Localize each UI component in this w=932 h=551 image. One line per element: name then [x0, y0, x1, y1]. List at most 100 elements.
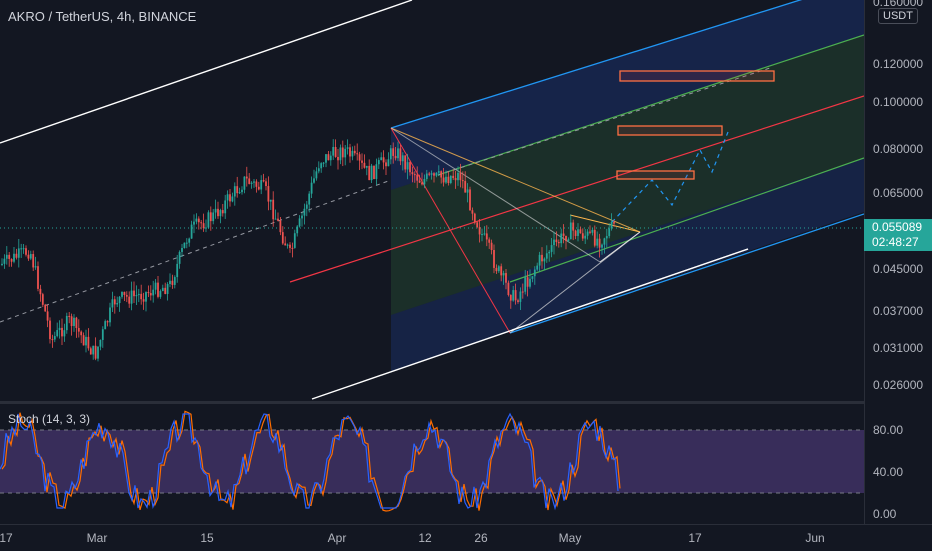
- time-axis[interactable]: 17 Mar 15 Apr 12 26 May 17 Jun: [0, 524, 932, 551]
- candle-body: [8, 254, 11, 259]
- target-box-3[interactable]: [616, 170, 695, 180]
- price-axis-label: 0.160000: [873, 0, 924, 9]
- candle-body: [358, 154, 361, 161]
- price-chart-pane[interactable]: AKRO / TetherUS, 4h, BINANCE: [0, 0, 864, 401]
- candle-body: [202, 223, 205, 229]
- stochastic-title[interactable]: Stoch (14, 3, 3): [8, 412, 91, 426]
- candle-body: [555, 239, 558, 243]
- candle-body: [466, 189, 469, 193]
- candle-body: [598, 238, 601, 248]
- candle-body: [329, 155, 332, 161]
- candle-body: [34, 266, 37, 268]
- candle-body: [495, 267, 498, 272]
- candle-body: [589, 231, 591, 233]
- candle-body: [361, 160, 363, 163]
- candle-body: [20, 248, 23, 250]
- candle-body: [116, 303, 119, 305]
- candle-body: [387, 159, 390, 167]
- candle-body: [212, 212, 215, 222]
- candle-body: [476, 222, 479, 228]
- candle-body: [58, 327, 61, 331]
- price-axis-label: 0.065000: [873, 186, 924, 200]
- dashed-projection-upper[interactable]: [437, 67, 771, 176]
- candle-body: [605, 236, 608, 239]
- price-axis[interactable]: 0.160000 0.120000 0.100000 0.080000 0.06…: [864, 0, 932, 524]
- candle-body: [509, 294, 512, 301]
- candle-body: [327, 154, 330, 161]
- inner-channel-lower-line[interactable]: [509, 157, 864, 283]
- candle-body: [449, 175, 452, 184]
- candle-body: [200, 222, 203, 224]
- candle-body: [272, 199, 275, 220]
- candle-body: [121, 291, 123, 297]
- target-box-2[interactable]: [617, 125, 723, 136]
- pitchfork-upper-tine[interactable]: [390, 127, 641, 233]
- candle-body: [140, 293, 143, 300]
- candle-body: [339, 147, 342, 161]
- candle-body: [461, 180, 464, 182]
- outer-channel-lower-line[interactable]: [509, 213, 864, 334]
- candle-body: [337, 156, 339, 161]
- pane-divider[interactable]: [0, 401, 932, 404]
- currency-badge[interactable]: USDT: [878, 8, 918, 24]
- candle-body: [281, 232, 284, 244]
- candle-body: [94, 345, 97, 359]
- candle-body: [178, 251, 181, 264]
- candle-body: [293, 233, 296, 248]
- candle-body: [111, 299, 114, 308]
- candle-body: [377, 160, 380, 165]
- projected-path[interactable]: [611, 131, 729, 223]
- candle-body: [437, 171, 440, 173]
- candle-body: [485, 233, 488, 240]
- price-chart-canvas[interactable]: [0, 0, 864, 401]
- second-white-trendline[interactable]: [511, 248, 749, 331]
- candle-body: [104, 321, 107, 330]
- candle-body: [154, 282, 157, 290]
- outer-channel-upper-line[interactable]: [390, 0, 864, 129]
- outer-channel-upper-fill: [391, 0, 864, 190]
- stochastic-pane[interactable]: Stoch (14, 3, 3): [0, 404, 864, 524]
- candle-body: [344, 148, 347, 158]
- median-line[interactable]: [289, 95, 864, 283]
- candle-body: [514, 290, 517, 301]
- candle-body: [428, 173, 431, 175]
- triangle-top[interactable]: [569, 214, 641, 233]
- candle-body: [411, 172, 414, 175]
- candle-body: [267, 186, 270, 202]
- stochastic-canvas[interactable]: [0, 404, 864, 524]
- candle-body: [269, 199, 272, 202]
- candle-body: [80, 331, 83, 336]
- triangle-bottom[interactable]: [599, 231, 641, 263]
- candle-body: [226, 194, 229, 201]
- candle-body: [101, 329, 104, 340]
- candle-body: [207, 212, 210, 228]
- candle-body: [142, 299, 145, 302]
- candle-body: [128, 296, 131, 304]
- target-box-1[interactable]: [619, 70, 775, 82]
- symbol-title[interactable]: AKRO / TetherUS, 4h, BINANCE: [8, 9, 197, 24]
- candle-body: [538, 254, 541, 266]
- candle-body: [452, 175, 455, 179]
- candle-body: [44, 304, 47, 312]
- candle-body: [469, 189, 471, 211]
- candle-body: [217, 208, 219, 217]
- candle-body: [389, 148, 392, 160]
- upper-white-trendline[interactable]: [0, 0, 413, 144]
- candle-body: [195, 218, 198, 222]
- candle-body: [257, 186, 260, 190]
- candle-body: [56, 330, 59, 337]
- candle-body: [353, 150, 356, 154]
- time-axis-label: 26: [474, 531, 488, 545]
- bar-countdown: 02:48:27: [872, 235, 919, 249]
- candle-body: [229, 194, 231, 202]
- time-axis-label: Mar: [86, 531, 108, 545]
- time-axis-label: 17: [688, 531, 702, 545]
- dashed-midline[interactable]: [0, 179, 392, 323]
- candle-body: [454, 178, 457, 181]
- candle-body: [63, 330, 66, 337]
- candle-body: [224, 200, 227, 214]
- candle-body: [147, 292, 150, 294]
- price-axis-label: 0.026000: [873, 378, 924, 392]
- candle-body: [92, 345, 95, 355]
- candle-body: [51, 339, 54, 341]
